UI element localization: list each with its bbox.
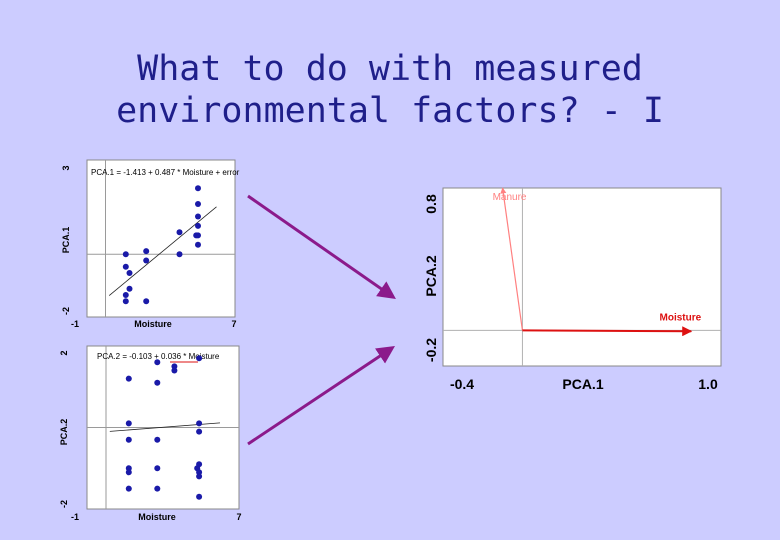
- biplot-ylabel: PCA.2: [423, 255, 439, 296]
- plot2-point-19: [196, 493, 203, 500]
- plot1-point-17: [193, 232, 200, 239]
- plot1-fit-line: [108, 206, 217, 296]
- plot1-point-16: [195, 241, 201, 248]
- plot1-point-5: [126, 285, 133, 292]
- plot1-point-4: [126, 270, 133, 276]
- plot2-point-11: [171, 363, 178, 370]
- plot1-point-12: [195, 201, 201, 207]
- title-line-1: What to do with measured: [137, 49, 643, 89]
- slide-title: What to do with measured environmental f…: [0, 48, 780, 132]
- plot1-point-13: [195, 213, 201, 220]
- biplot-xtick-left: -0.4: [450, 376, 474, 392]
- plot1-point-1: [122, 263, 129, 270]
- biplot-xtick-right: 1.0: [698, 376, 718, 392]
- plot2-point-12: [171, 367, 178, 374]
- plot2-point-6: [154, 359, 161, 366]
- plot1-xtick-right: 7: [231, 319, 236, 329]
- plot2-point-1: [125, 420, 132, 427]
- biplot-ytick-bottom: -0.2: [423, 338, 439, 362]
- plot2-xlabel: Moisture: [138, 512, 176, 522]
- plot2-point-5: [125, 485, 132, 492]
- plot1-frame: [86, 159, 236, 318]
- plot2-point-4: [125, 469, 132, 476]
- plot1-point-2: [122, 292, 129, 298]
- plot2-points: [125, 355, 203, 500]
- plot1-xlabel: Moisture: [134, 319, 172, 329]
- plot2-point-0: [125, 375, 132, 382]
- plot1-xtick-left: -1: [71, 319, 79, 329]
- arrow-bottom-to-biplot: [247, 346, 395, 446]
- plot2-xtick-right: 7: [236, 512, 241, 522]
- moisture-vector: [522, 326, 693, 337]
- manure-vector-label: Manure: [493, 192, 527, 203]
- plot2-point-15: [196, 428, 203, 435]
- plot2-point-13: [196, 355, 203, 362]
- plot1-point-8: [143, 298, 150, 305]
- plot2-point-2: [125, 436, 132, 443]
- biplot-xlabel: PCA.1: [562, 376, 603, 392]
- plot2-annotation: PCA.2 = -0.103 + 0.036 * Moisture: [97, 352, 220, 361]
- plot1-point-9: [176, 229, 183, 236]
- plot2-point-8: [154, 436, 161, 443]
- plot1-ytick-top: 3: [61, 165, 71, 170]
- plot1-point-14: [195, 222, 201, 229]
- plot2-point-10: [154, 485, 161, 492]
- scatter-plot-pca2-moisture: PCA.2 = -0.103 + 0.036 * Moisture 2 -2 P…: [59, 345, 242, 522]
- title-line-2: environmental factors? - I: [116, 91, 664, 131]
- plot2-ylabel: PCA.2: [59, 419, 69, 446]
- plot2-point-7: [154, 379, 161, 386]
- biplot-pca1-pca2: Manure Moisture 0.8 -0.2 PCA.2 -0.4 1.0 …: [423, 187, 722, 392]
- biplot-frame: [442, 187, 722, 367]
- plot2-ytick-top: 2: [59, 350, 69, 355]
- plot1-ylabel: PCA.1: [61, 227, 71, 254]
- plot1-point-6: [143, 248, 150, 255]
- plot1-annotation: PCA.1 = -1.413 + 0.487 * Moisture + erro…: [91, 168, 240, 177]
- plot2-xtick-left: -1: [71, 512, 79, 522]
- plot2-point-14: [196, 420, 203, 427]
- plot1-point-0: [122, 251, 129, 258]
- manure-vector: [500, 187, 524, 331]
- plot1-point-10: [176, 251, 183, 258]
- plot2-ytick-bottom: -2: [59, 500, 69, 508]
- moisture-vector-label: Moisture: [660, 312, 702, 323]
- plot1-point-11: [195, 185, 201, 192]
- scatter-plot-pca1-moisture: PCA.1 = -1.413 + 0.487 * Moisture + erro…: [61, 159, 240, 329]
- plot2-point-9: [154, 465, 161, 472]
- plot1-ytick-bottom: -2: [61, 307, 71, 315]
- arrow-top-to-biplot: [247, 194, 396, 300]
- plot1-point-3: [122, 298, 129, 305]
- plot1-points: [122, 185, 201, 305]
- plot1-point-7: [143, 257, 150, 264]
- biplot-ytick-top: 0.8: [423, 194, 439, 214]
- plot2-point-20: [194, 465, 201, 472]
- plot2-point-18: [196, 473, 203, 480]
